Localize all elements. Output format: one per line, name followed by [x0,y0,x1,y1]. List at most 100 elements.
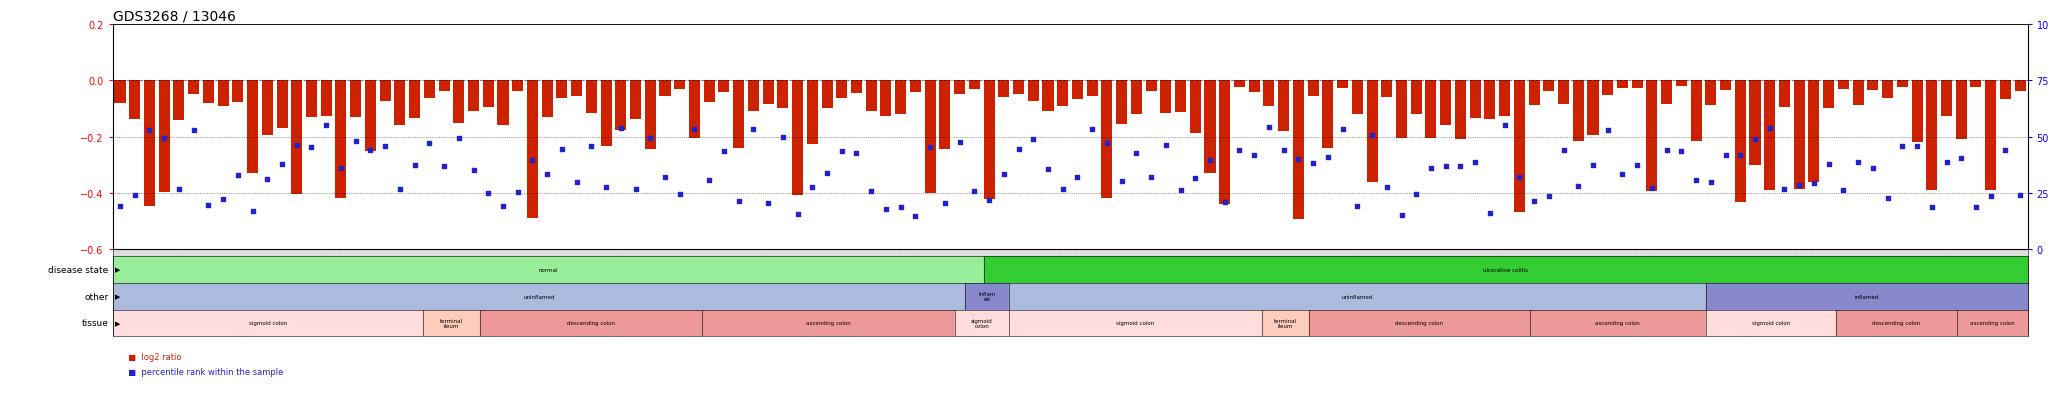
Bar [217,81,229,107]
Text: ■  percentile rank within the sample: ■ percentile rank within the sample [123,367,283,376]
Bar [614,81,627,131]
Point [324,165,356,172]
Text: GSM282914: GSM282914 [987,252,991,275]
Text: GSM282901: GSM282901 [795,252,799,275]
Bar [541,81,553,118]
Point [162,186,195,193]
Text: uninflamed: uninflamed [522,294,555,299]
Text: GSM282948: GSM282948 [1489,252,1491,275]
Bar [203,81,213,104]
Text: GSM282881: GSM282881 [502,252,506,275]
Bar [1071,81,1083,100]
Text: GSM282939: GSM282939 [1356,252,1360,275]
Text: GSM282952: GSM282952 [1546,252,1550,275]
Bar [1706,81,1716,106]
Bar [1499,81,1509,116]
Bar [438,81,451,92]
Bar [1307,81,1319,96]
Text: GSM282964: GSM282964 [1724,252,1729,275]
Text: normal: normal [539,267,557,272]
Bar [113,310,422,337]
Point [1606,171,1638,178]
Text: GSM282902: GSM282902 [811,252,815,275]
Point [1194,157,1227,164]
Text: GSM282888: GSM282888 [604,252,608,275]
Text: ■  log2 ratio: ■ log2 ratio [123,352,182,361]
Point [811,170,844,176]
Text: GSM282874: GSM282874 [397,252,401,275]
Point [737,126,770,133]
Bar [881,81,891,117]
Text: ▶: ▶ [115,293,121,299]
Text: GSM282975: GSM282975 [1886,252,1890,275]
Text: GSM282912: GSM282912 [958,252,963,275]
Text: GSM282949: GSM282949 [1503,252,1507,275]
Text: sigmoid colon: sigmoid colon [1751,320,1790,326]
Text: GSM282945: GSM282945 [1444,252,1448,275]
Point [1458,159,1491,166]
Point [471,190,504,197]
Text: GSM282967: GSM282967 [1767,252,1772,275]
Bar [965,283,1010,310]
Point [119,192,152,199]
Point [1577,162,1610,169]
Bar [1853,81,1864,105]
Text: ▶: ▶ [115,320,121,326]
Text: GSM282908: GSM282908 [899,252,903,275]
Bar [557,81,567,99]
Point [487,203,520,209]
Point [1710,152,1743,159]
Text: GSM282899: GSM282899 [766,252,770,275]
Bar [2015,81,2025,91]
Text: GSM282984: GSM282984 [2017,252,2021,275]
Bar [322,81,332,117]
Point [1237,153,1270,159]
Bar [1380,81,1393,97]
Text: GSM282894: GSM282894 [692,252,696,275]
Text: GSM282960: GSM282960 [1665,252,1669,275]
Bar [1249,81,1260,93]
Bar [954,310,1010,337]
Text: GSM282953: GSM282953 [1561,252,1565,275]
Point [221,172,254,178]
Point [266,161,299,168]
Point [1901,144,1933,150]
Point [692,178,725,184]
Bar [1970,81,1982,88]
Text: GSM282982: GSM282982 [1989,252,1993,275]
Bar [1411,81,1421,115]
Bar [1219,81,1231,204]
Text: descending colon: descending colon [567,320,614,326]
Bar [1706,283,2028,310]
Text: inflamed: inflamed [1855,294,1878,299]
Text: ▶: ▶ [115,266,121,273]
Text: GDS3268 / 13046: GDS3268 / 13046 [113,9,236,24]
Text: GSM282903: GSM282903 [825,252,829,275]
Bar [1544,81,1554,92]
Text: GSM282933: GSM282933 [1268,252,1272,275]
Point [309,123,342,129]
Text: GSM282868: GSM282868 [309,252,313,275]
Text: GSM282976: GSM282976 [1901,252,1905,275]
Bar [1014,81,1024,94]
Point [281,142,313,149]
Point [1341,203,1374,209]
Bar [1602,81,1614,96]
Bar [143,81,156,206]
Bar [997,81,1010,98]
Text: GSM282978: GSM282978 [1929,252,1933,275]
Text: GSM282904: GSM282904 [840,252,844,275]
Bar [1675,81,1688,87]
Text: GSM282859: GSM282859 [176,252,180,275]
Point [397,162,430,169]
Bar [1235,81,1245,88]
Bar [1204,81,1217,174]
Text: GSM282877: GSM282877 [442,252,446,275]
Point [1946,155,1978,162]
Bar [1440,81,1452,126]
Point [1960,204,1993,210]
Bar [1397,81,1407,139]
Point [1872,195,1905,202]
Text: GSM282872: GSM282872 [369,252,373,275]
Text: GSM282979: GSM282979 [1944,252,1948,275]
